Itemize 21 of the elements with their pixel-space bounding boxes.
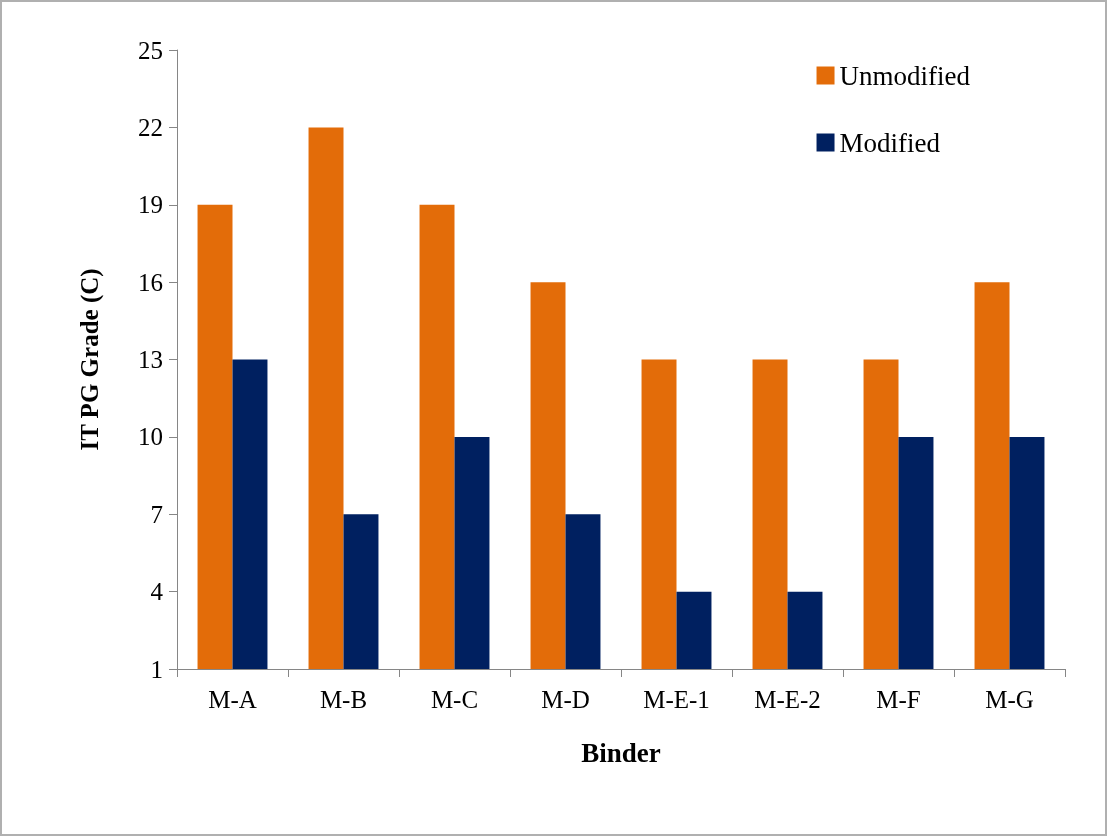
x-tick-label: M-C: [430, 686, 479, 713]
x-tick-label: M-G: [985, 686, 1034, 713]
y-tick-label: 7: [150, 500, 163, 528]
x-tick-label: M-E-1: [643, 686, 710, 713]
y-tick-label: 22: [138, 113, 163, 141]
y-tick-label: 19: [138, 191, 163, 219]
x-tick-label: M-E-2: [754, 686, 821, 713]
x-axis-title: Binder: [581, 737, 661, 768]
y-tick-label: 1: [150, 655, 163, 683]
legend-label: Unmodified: [839, 60, 971, 91]
legend-label: Modified: [839, 127, 941, 158]
x-tick-label: M-B: [319, 686, 368, 713]
y-tick-label: 13: [138, 346, 163, 373]
x-tick-label: M-A: [208, 686, 257, 713]
x-tick-label: M-D: [541, 686, 590, 713]
y-tick-label: 10: [138, 423, 163, 451]
y-axis-title: IT PG Grade (C): [76, 268, 104, 451]
x-tick-label: M-F: [876, 686, 921, 713]
y-tick-label: 4: [150, 578, 164, 606]
y-tick-label: 25: [138, 36, 163, 64]
y-tick-label: 16: [138, 268, 163, 296]
